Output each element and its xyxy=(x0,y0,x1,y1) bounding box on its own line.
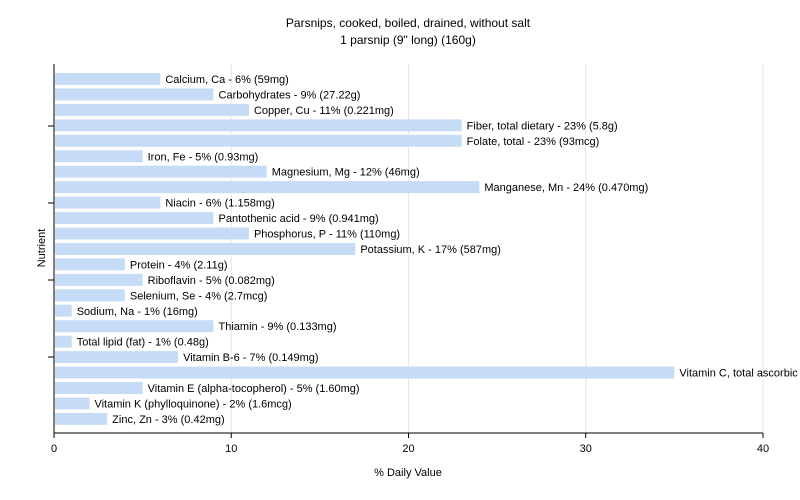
bar xyxy=(55,181,480,194)
bar-label: Riboflavin - 5% (0.082mg) xyxy=(148,275,275,287)
bar-label: Carbohydrates - 9% (27.22g) xyxy=(219,89,361,101)
bar-label: Iron, Fe - 5% (0.93mg) xyxy=(148,151,259,163)
bar-label: Fiber, total dietary - 23% (5.8g) xyxy=(467,120,618,132)
bar xyxy=(55,212,214,225)
bar-label: Vitamin E (alpha-tocopherol) - 5% (1.60m… xyxy=(148,383,360,395)
bar-label: Vitamin B-6 - 7% (0.149mg) xyxy=(183,352,319,364)
bar xyxy=(55,320,214,333)
bar xyxy=(55,412,108,425)
bar-label: Vitamin C, total ascorbic acid - 35% (20… xyxy=(679,368,800,380)
x-tick-label: 20 xyxy=(402,443,414,455)
x-tick-label: 0 xyxy=(51,443,57,455)
bar xyxy=(55,289,125,302)
bar-label: Selenium, Se - 4% (2.7mcg) xyxy=(130,290,268,302)
bar-label: Magnesium, Mg - 12% (46mg) xyxy=(272,167,420,179)
bar-label: Niacin - 6% (1.158mg) xyxy=(165,198,274,210)
bar xyxy=(55,273,143,286)
y-axis-label: Nutrient xyxy=(36,229,48,268)
bar-label: Protein - 4% (2.11g) xyxy=(130,259,228,271)
bar xyxy=(55,73,161,85)
bar xyxy=(55,196,161,209)
bar-label: Pantothenic acid - 9% (0.941mg) xyxy=(219,213,379,225)
bar xyxy=(55,304,72,317)
chart-subtitle: 1 parsnip (9" long) (160g) xyxy=(340,33,476,47)
bar-label: Thiamin - 9% (0.133mg) xyxy=(219,321,337,333)
x-tick-label: 40 xyxy=(757,443,769,455)
bar-label: Total lipid (fat) - 1% (0.48g) xyxy=(77,337,209,349)
bar-label: Potassium, K - 17% (587mg) xyxy=(360,244,501,256)
bar xyxy=(55,165,267,178)
bar xyxy=(55,150,143,163)
bar xyxy=(55,134,462,147)
bar xyxy=(55,119,462,132)
bar xyxy=(55,335,72,348)
bar xyxy=(55,382,143,394)
bar xyxy=(55,258,125,271)
bar xyxy=(55,351,179,364)
bar-label: Phosphorus, P - 11% (110mg) xyxy=(254,229,400,241)
bar-label: Sodium, Na - 1% (16mg) xyxy=(77,306,198,318)
bar-label: Copper, Cu - 11% (0.221mg) xyxy=(254,105,394,117)
bar xyxy=(55,397,90,410)
x-axis-label: % Daily Value xyxy=(374,467,442,479)
bars-group: Calcium, Ca - 6% (59mg) Carbohydrates - 9… xyxy=(55,73,800,426)
bar-label: Folate, total - 23% (93mcg) xyxy=(467,136,600,148)
chart-title: Parsnips, cooked, boiled, drained, witho… xyxy=(286,16,531,30)
bar xyxy=(55,366,675,379)
bar xyxy=(55,227,249,240)
bar xyxy=(55,103,249,116)
x-tick-labels: 0 10 20 30 40 xyxy=(51,443,769,455)
bar-label: Manganese, Mn - 24% (0.470mg) xyxy=(484,182,648,194)
bar-label: Zinc, Zn - 3% (0.42mg) xyxy=(112,414,224,426)
axes-group xyxy=(48,64,764,438)
x-tick-label: 30 xyxy=(580,443,592,455)
bar xyxy=(55,242,356,255)
bar-label: Calcium, Ca - 6% (59mg) xyxy=(165,74,288,86)
bar xyxy=(55,88,214,101)
bar-label: Vitamin K (phylloquinone) - 2% (1.6mcg) xyxy=(94,398,291,410)
x-tick-label: 10 xyxy=(225,443,237,455)
